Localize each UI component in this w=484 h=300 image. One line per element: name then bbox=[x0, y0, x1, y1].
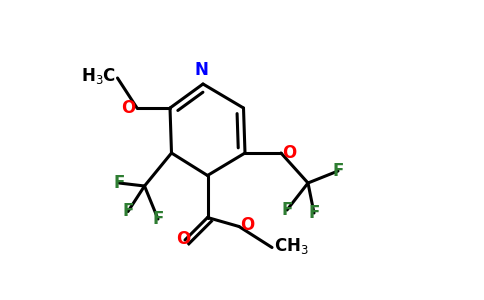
Text: N: N bbox=[195, 61, 209, 79]
Text: O: O bbox=[121, 99, 136, 117]
Text: CH$_3$: CH$_3$ bbox=[273, 236, 308, 256]
Text: F: F bbox=[308, 204, 320, 222]
Text: F: F bbox=[122, 202, 134, 220]
Text: F: F bbox=[152, 210, 164, 228]
Text: O: O bbox=[176, 230, 191, 247]
Text: F: F bbox=[281, 201, 293, 219]
Text: O: O bbox=[241, 216, 255, 234]
Text: H$_3$C: H$_3$C bbox=[81, 67, 116, 86]
Text: F: F bbox=[113, 174, 125, 192]
Text: O: O bbox=[283, 144, 297, 162]
Text: F: F bbox=[333, 162, 344, 180]
